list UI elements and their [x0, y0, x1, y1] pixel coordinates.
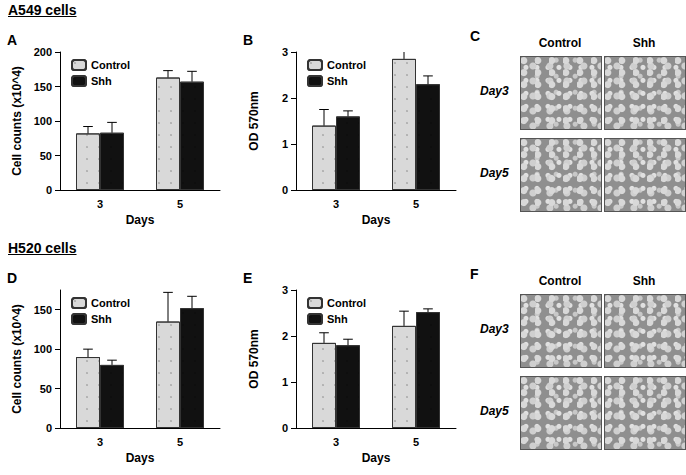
svg-text:Days: Days — [362, 213, 391, 227]
svg-text:Shh: Shh — [327, 75, 348, 87]
svg-text:Control: Control — [327, 59, 366, 71]
svg-text:Control: Control — [91, 59, 130, 71]
html-text:H520 cells: H520 cells — [8, 240, 77, 256]
svg-text:150: 150 — [34, 81, 52, 93]
svg-text:0: 0 — [282, 184, 288, 196]
svg-text:50: 50 — [40, 383, 52, 395]
svg-text:1: 1 — [282, 376, 288, 388]
svg-text:D: D — [7, 270, 17, 286]
svg-text:Control: Control — [327, 297, 366, 309]
html-text:Shh: Shh — [632, 274, 656, 288]
html-text:Day5: Day5 — [480, 404, 509, 418]
svg-text:Shh: Shh — [327, 313, 348, 325]
svg-text:OD 570nm: OD 570nm — [247, 329, 261, 388]
svg-text:Control: Control — [91, 297, 130, 309]
svg-text:3: 3 — [97, 436, 103, 448]
svg-text:5: 5 — [177, 436, 183, 448]
svg-text:OD 570nm: OD 570nm — [247, 91, 261, 150]
svg-text:5: 5 — [413, 198, 419, 210]
html-text:F: F — [470, 266, 479, 282]
html-text:A549 cells: A549 cells — [8, 2, 77, 18]
svg-text:Cell counts (x10^4): Cell counts (x10^4) — [10, 66, 24, 176]
svg-text:2: 2 — [282, 92, 288, 104]
svg-text:Days: Days — [126, 451, 155, 465]
svg-text:3: 3 — [97, 198, 103, 210]
svg-text:3: 3 — [282, 284, 288, 296]
svg-text:50: 50 — [40, 150, 52, 162]
svg-text:0: 0 — [46, 422, 52, 434]
html-text:Shh: Shh — [632, 36, 656, 50]
html-text:Control: Control — [538, 274, 582, 288]
svg-text:150: 150 — [34, 304, 52, 316]
html-text:Day3: Day3 — [480, 84, 509, 98]
svg-text:3: 3 — [333, 436, 339, 448]
svg-text:5: 5 — [177, 198, 183, 210]
svg-text:E: E — [243, 270, 252, 286]
svg-text:100: 100 — [34, 343, 52, 355]
svg-text:3: 3 — [333, 198, 339, 210]
svg-text:5: 5 — [413, 436, 419, 448]
svg-text:B: B — [243, 32, 253, 48]
svg-text:Days: Days — [362, 451, 391, 465]
svg-text:0: 0 — [282, 422, 288, 434]
html-text:Control: Control — [538, 36, 582, 50]
svg-text:Cell counts (x10^4): Cell counts (x10^4) — [10, 304, 24, 414]
html-text:Day5: Day5 — [480, 166, 509, 180]
html-text:Day3: Day3 — [480, 322, 509, 336]
svg-text:100: 100 — [34, 115, 52, 127]
svg-text:Days: Days — [126, 213, 155, 227]
svg-text:0: 0 — [46, 184, 52, 196]
html-text:C: C — [470, 28, 481, 44]
svg-text:200: 200 — [34, 46, 52, 58]
svg-text:Shh: Shh — [91, 75, 112, 87]
svg-text:Shh: Shh — [91, 313, 112, 325]
svg-text:3: 3 — [282, 46, 288, 58]
svg-text:2: 2 — [282, 330, 288, 342]
svg-text:A: A — [7, 32, 17, 48]
svg-text:1: 1 — [282, 138, 288, 150]
